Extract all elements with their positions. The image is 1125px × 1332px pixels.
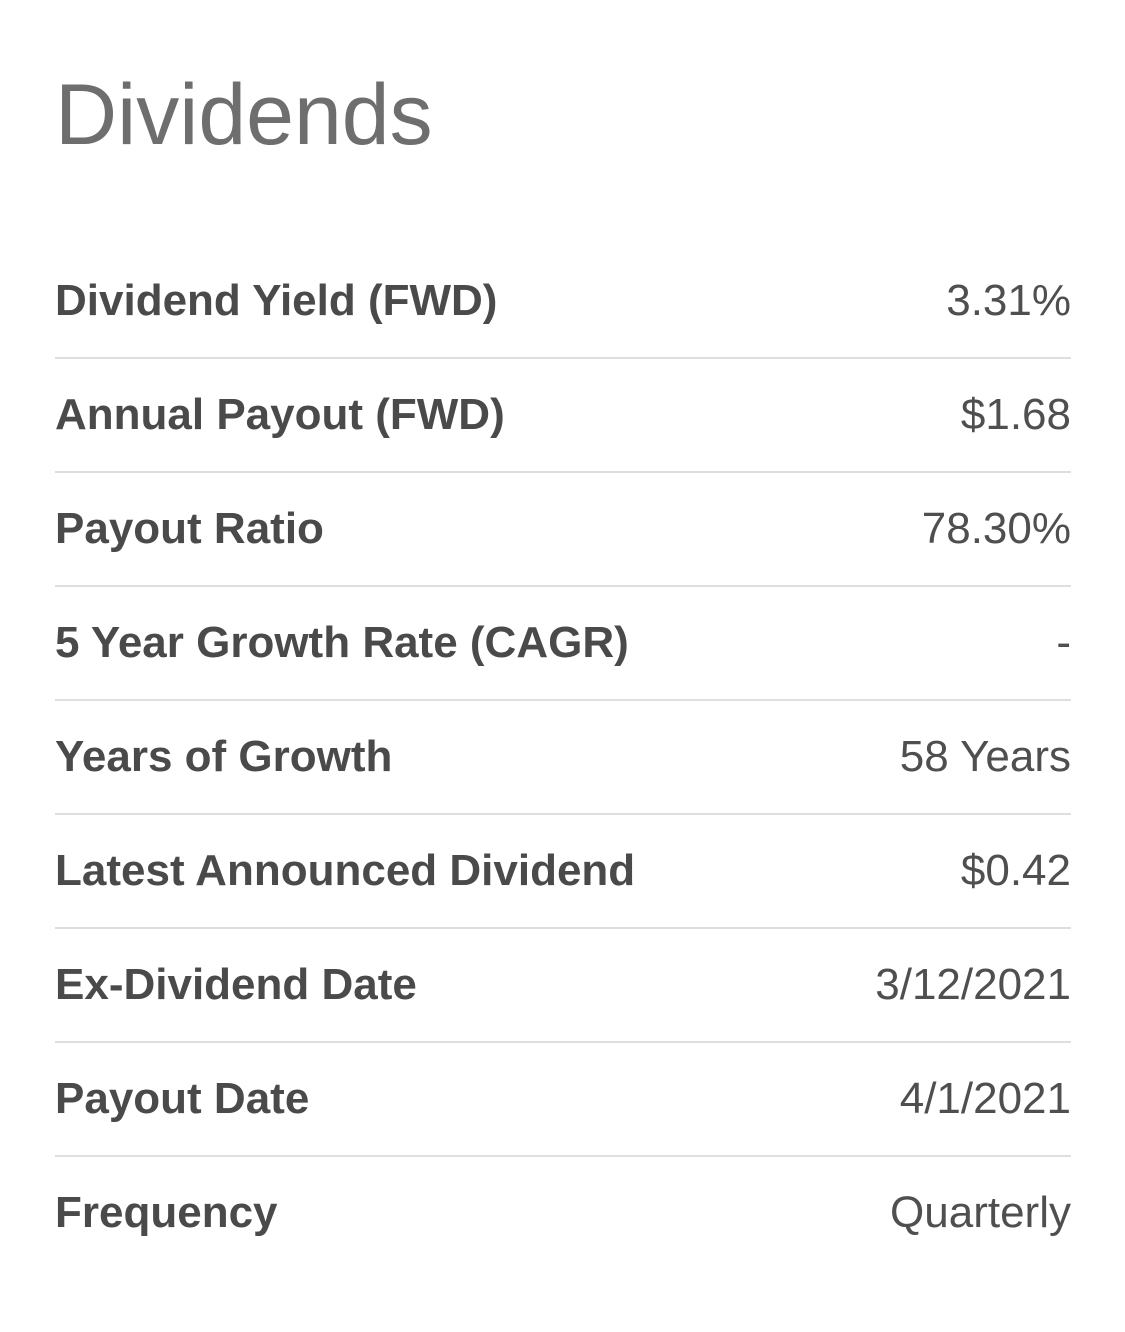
years-of-growth-label: Years of Growth: [55, 732, 393, 781]
ex-dividend-date-label: Ex-Dividend Date: [55, 960, 417, 1009]
row-payout-ratio: Payout Ratio 78.30%: [55, 473, 1071, 587]
growth-rate-value: -: [1056, 618, 1071, 667]
row-growth-rate: 5 Year Growth Rate (CAGR) -: [55, 587, 1071, 701]
page-title: Dividends: [55, 67, 433, 163]
row-years-of-growth: Years of Growth 58 Years: [55, 701, 1071, 815]
annual-payout-value: $1.68: [960, 390, 1071, 439]
ex-dividend-date-value: 3/12/2021: [875, 960, 1071, 1009]
payout-ratio-value: 78.30%: [921, 504, 1071, 553]
row-ex-dividend-date: Ex-Dividend Date 3/12/2021: [55, 929, 1071, 1043]
years-of-growth-value: 58 Years: [899, 732, 1071, 781]
dividend-stats-list: Dividend Yield (FWD) 3.31% Annual Payout…: [55, 245, 1071, 1269]
annual-payout-label: Annual Payout (FWD): [55, 390, 505, 439]
row-dividend-yield: Dividend Yield (FWD) 3.31%: [55, 245, 1071, 359]
payout-ratio-label: Payout Ratio: [55, 504, 324, 553]
row-payout-date: Payout Date 4/1/2021: [55, 1043, 1071, 1157]
growth-rate-label: 5 Year Growth Rate (CAGR): [55, 618, 629, 667]
latest-dividend-label: Latest Announced Dividend: [55, 846, 636, 895]
payout-date-label: Payout Date: [55, 1074, 310, 1123]
dividend-yield-value: 3.31%: [946, 276, 1071, 325]
row-annual-payout: Annual Payout (FWD) $1.68: [55, 359, 1071, 473]
row-latest-dividend: Latest Announced Dividend $0.42: [55, 815, 1071, 929]
payout-date-value: 4/1/2021: [899, 1074, 1071, 1123]
latest-dividend-value: $0.42: [960, 846, 1071, 895]
frequency-value: Quarterly: [890, 1188, 1071, 1237]
frequency-label: Frequency: [55, 1188, 278, 1237]
dividend-yield-label: Dividend Yield (FWD): [55, 276, 498, 325]
row-frequency: Frequency Quarterly: [55, 1157, 1071, 1269]
